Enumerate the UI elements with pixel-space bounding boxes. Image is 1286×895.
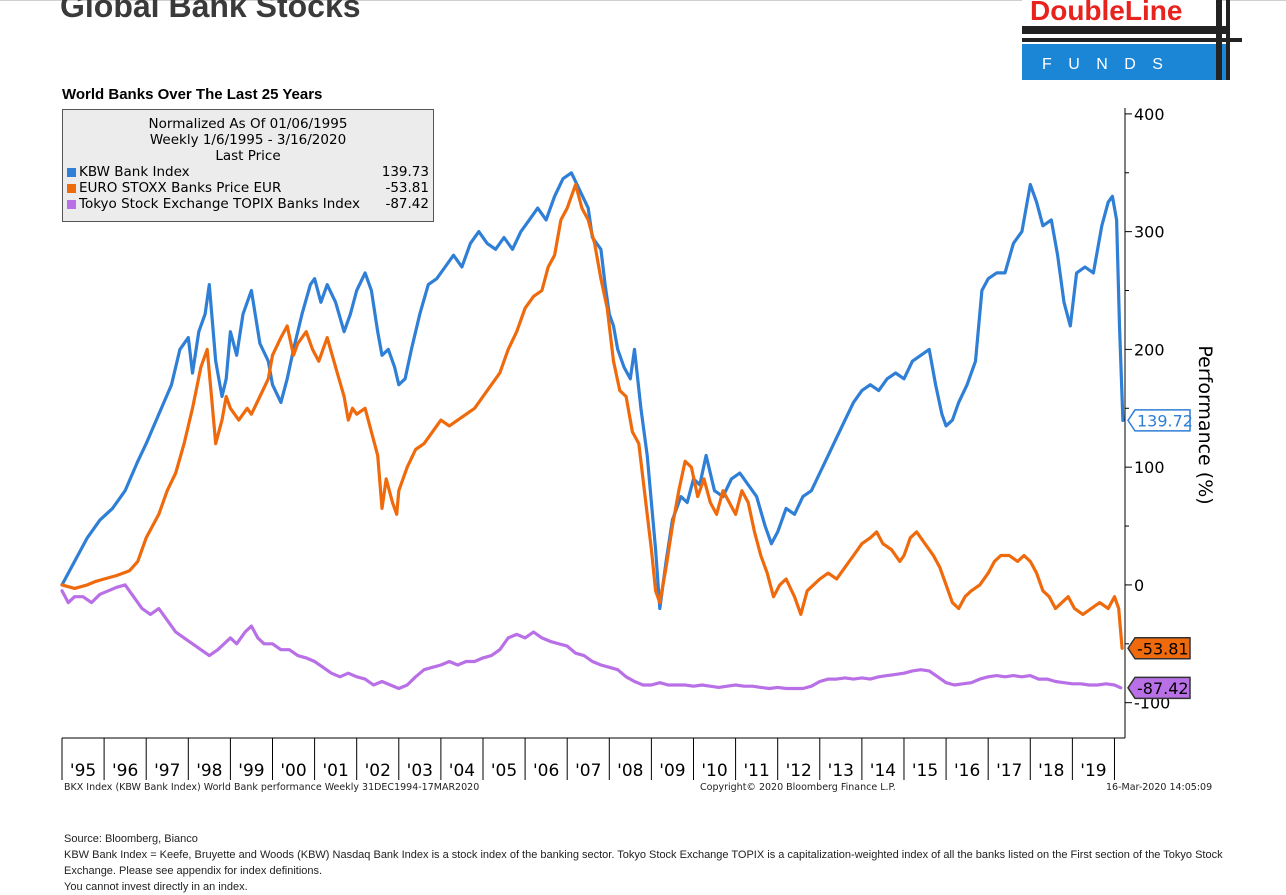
footer-timestamp: 16-Mar-2020 14:05:09 — [1106, 782, 1213, 793]
x-tick-label: '17 — [996, 761, 1022, 781]
logo-brand: DoubleLine — [1030, 0, 1182, 26]
x-tick-label: '12 — [786, 761, 812, 781]
end-label-box — [1127, 409, 1191, 432]
y-tick-label: 400 — [1134, 105, 1165, 124]
legend-entry-eurostoxx: EURO STOXX Banks Price EUR -53.81 — [67, 180, 429, 196]
x-tick-label: '03 — [407, 761, 433, 781]
end-label-text: 139.72 — [1137, 411, 1193, 430]
x-tick-label: '19 — [1080, 761, 1106, 781]
legend-value-topix: -87.42 — [385, 196, 429, 212]
page-title: Global Bank Stocks — [60, 0, 361, 24]
series-line-eurostoxx — [60, 182, 1124, 650]
x-tick-label: '02 — [365, 761, 391, 781]
source-line: Source: Bloomberg, Bianco — [64, 833, 198, 845]
legend-swatch-topix — [67, 199, 76, 209]
x-tick-label: '05 — [491, 761, 517, 781]
legend-value-kbw: 139.73 — [381, 164, 429, 180]
legend-label-topix: Tokyo Stock Exchange TOPIX Banks Index — [79, 196, 360, 212]
y-axis-title: Performance (%) — [1194, 345, 1216, 504]
chart-title: World Banks Over The Last 25 Years — [62, 86, 323, 103]
end-label-text: -87.42 — [1137, 679, 1189, 698]
y-tick-label: 0 — [1134, 576, 1144, 595]
x-tick-label: '18 — [1038, 761, 1064, 781]
y-tick-label: 200 — [1134, 340, 1165, 359]
end-label-eurostoxx: -53.81 — [1127, 637, 1191, 660]
x-tick-label: '98 — [196, 761, 222, 781]
end-label-text: -53.81 — [1137, 639, 1189, 658]
y-tick-label: 100 — [1134, 458, 1165, 477]
x-tick-label: '16 — [954, 761, 980, 781]
legend-header-1: Normalized As Of 01/06/1995 — [148, 116, 348, 132]
x-tick-label: '04 — [449, 761, 475, 781]
disclaimer: You cannot invest directly in an index. — [64, 881, 248, 893]
end-label-topix: -87.42 — [1127, 676, 1191, 700]
series-line-topix — [60, 583, 1123, 691]
footer-copyright: Copyright© 2020 Bloomberg Finance L.P. — [700, 782, 896, 793]
legend-label-kbw: KBW Bank Index — [79, 164, 190, 180]
x-tick-label: '06 — [533, 761, 559, 781]
chart-legend: Normalized As Of 01/06/1995 Weekly 1/6/1… — [62, 109, 434, 222]
series-line-kbw — [60, 171, 1125, 611]
x-tick-label: '09 — [659, 761, 685, 781]
legend-swatch-eurostoxx — [67, 183, 76, 193]
top-rule — [0, 0, 1286, 1]
x-tick-label: '10 — [701, 761, 727, 781]
x-tick-label: '00 — [280, 761, 306, 781]
legend-swatch-kbw — [67, 167, 76, 177]
x-tick-label: '15 — [912, 761, 938, 781]
x-tick-label: '08 — [617, 761, 643, 781]
x-tick-label: '97 — [154, 761, 180, 781]
footer-left-note: BKX Index (KBW Bank Index) World Bank pe… — [64, 782, 480, 793]
x-tick-label: '99 — [238, 761, 264, 781]
doubleline-logo: DoubleLine F U N D S — [1022, 0, 1242, 80]
legend-label-eurostoxx: EURO STOXX Banks Price EUR — [79, 180, 282, 196]
index-definition: KBW Bank Index = Keefe, Bruyette and Woo… — [64, 849, 1223, 877]
x-tick-label: '14 — [870, 761, 896, 781]
legend-entry-kbw: KBW Bank Index 139.73 — [67, 164, 429, 180]
legend-entry-topix: Tokyo Stock Exchange TOPIX Banks Index -… — [67, 196, 429, 212]
legend-header-3: Last Price — [215, 148, 281, 164]
end-label-box — [1127, 676, 1191, 700]
x-tick-label: '01 — [322, 761, 348, 781]
y-tick-label: 300 — [1134, 223, 1165, 242]
logo-sub: F U N D S — [1042, 56, 1169, 73]
x-tick-label: '95 — [70, 761, 96, 781]
legend-value-eurostoxx: -53.81 — [385, 180, 429, 196]
end-label-box — [1127, 637, 1191, 660]
x-tick-label: '13 — [828, 761, 854, 781]
legend-header-2: Weekly 1/6/1995 - 3/16/2020 — [149, 132, 347, 148]
end-label-kbw: 139.72 — [1127, 409, 1193, 432]
x-tick-label: '07 — [575, 761, 601, 781]
x-tick-label: '11 — [743, 761, 769, 781]
x-tick-label: '96 — [112, 761, 138, 781]
source-notes: Source: Bloomberg, Bianco KBW Bank Index… — [64, 831, 1224, 895]
